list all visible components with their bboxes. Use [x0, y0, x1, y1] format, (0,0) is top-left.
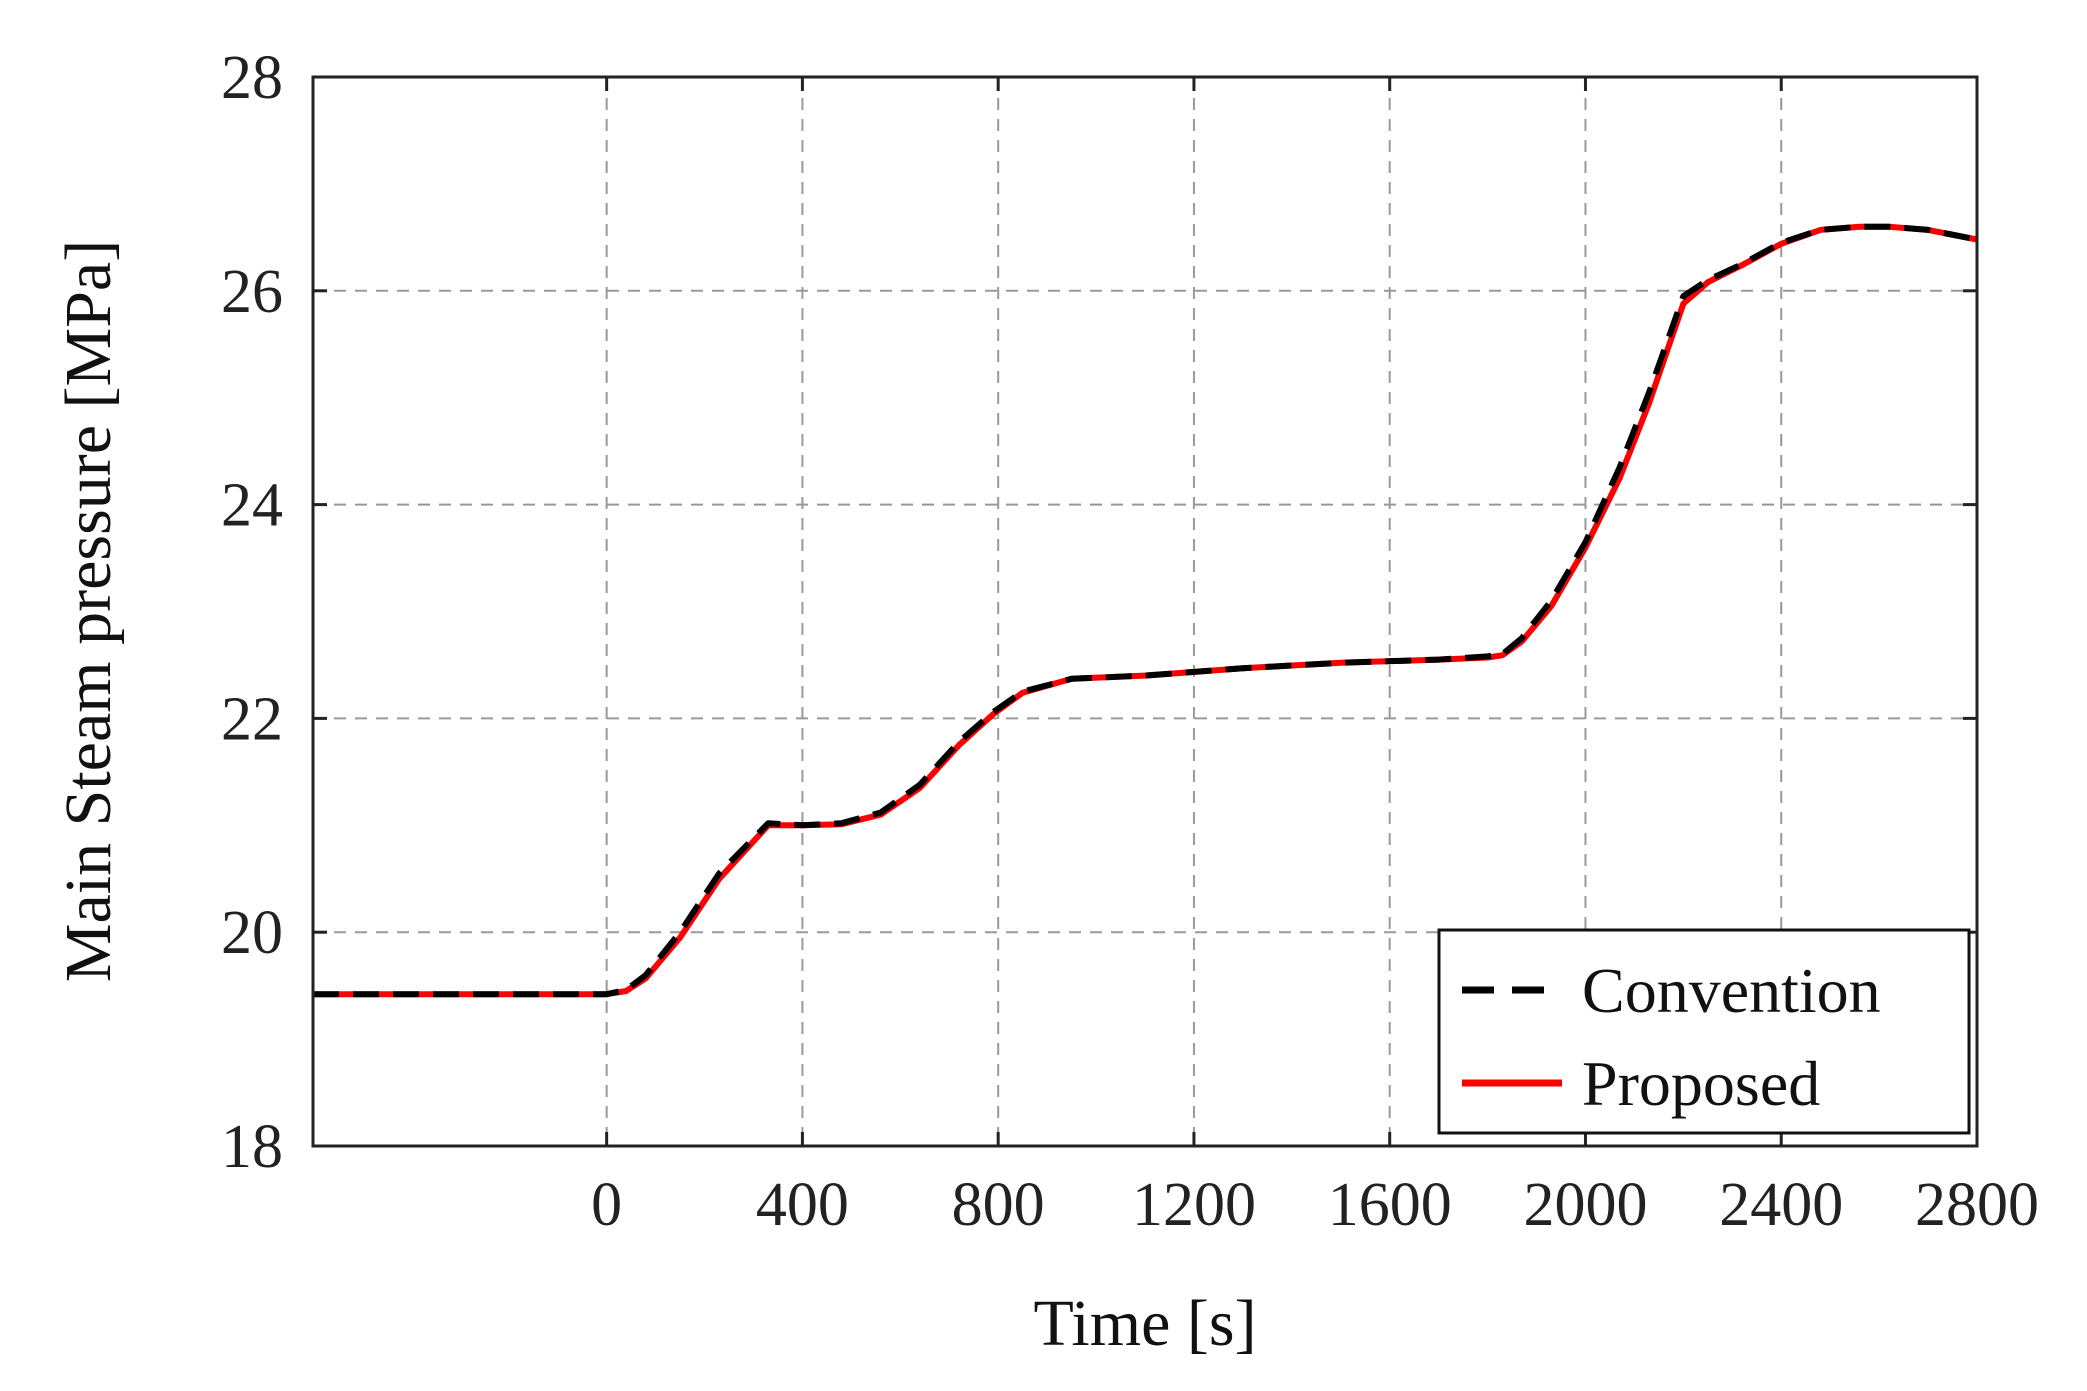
- legend-box: [1437, 928, 1971, 1135]
- y-tick-label: 26: [221, 258, 283, 326]
- plot-frame: [311, 75, 1979, 1148]
- x-axis-label: Time [s]: [1033, 1287, 1256, 1360]
- y-tick-label: 20: [221, 899, 283, 967]
- legend-label-convention: Convention: [1582, 955, 1881, 1026]
- y-tick-label: 18: [221, 1113, 283, 1181]
- legend: Convention Proposed: [1437, 928, 1971, 1135]
- x-tick-label: 1200: [1132, 1171, 1256, 1239]
- y-axis-label: Main Steam pressure [MPa]: [52, 240, 125, 982]
- tick-labels: 0 400 800 1200 1600 2000 2400 2800 18 20 22 24 26 28: [221, 44, 2039, 1239]
- x-tick-label: 800: [952, 1171, 1045, 1239]
- x-tick-label: 400: [756, 1171, 849, 1239]
- series-layer: [313, 223, 1978, 998]
- x-tick-label: 0: [591, 1171, 622, 1239]
- y-tick-label: 28: [221, 44, 283, 112]
- legend-label-proposed: Proposed: [1582, 1048, 1820, 1119]
- x-tick-label: 2000: [1523, 1171, 1647, 1239]
- series-line-convention: [313, 223, 1978, 998]
- ticks: [313, 75, 1979, 1148]
- y-tick-label: 24: [221, 472, 283, 540]
- x-tick-label: 2400: [1719, 1171, 1843, 1239]
- x-tick-label: 1600: [1328, 1171, 1452, 1239]
- y-tick-label: 22: [221, 685, 283, 753]
- x-tick-label: 2800: [1915, 1171, 2039, 1239]
